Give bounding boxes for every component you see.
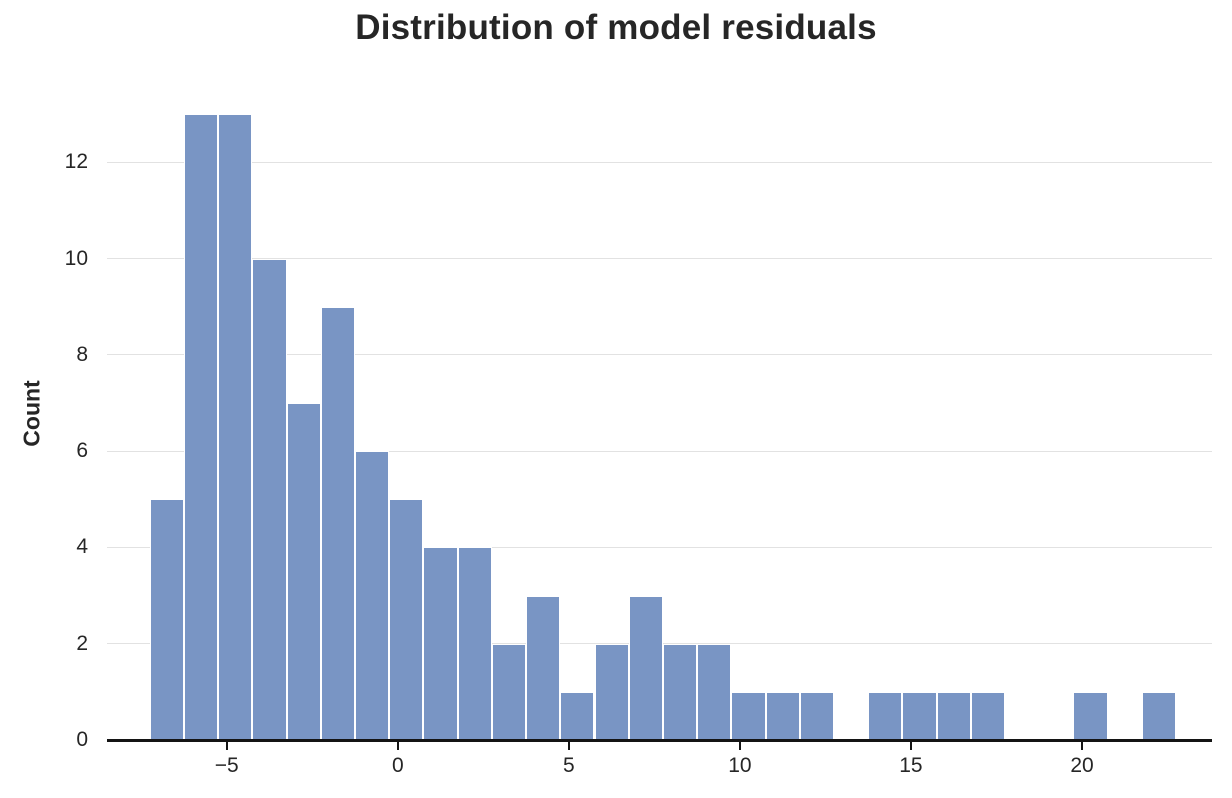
histogram-bar	[868, 691, 903, 740]
chart-title: Distribution of model residuals	[355, 8, 877, 47]
plot-area	[107, 90, 1212, 750]
histogram-bar	[628, 595, 663, 740]
y-tick-label: 2	[76, 631, 88, 655]
histogram-bar	[149, 499, 184, 740]
gridline	[107, 161, 1212, 163]
histogram-bar	[1073, 691, 1108, 740]
histogram-bar	[697, 643, 732, 740]
histogram-bar	[183, 114, 219, 740]
y-tick-label: 8	[76, 342, 88, 366]
histogram-bar	[936, 691, 971, 740]
histogram-bar	[218, 114, 253, 740]
x-tick-label: 20	[1070, 754, 1094, 777]
histogram-bar	[526, 595, 561, 740]
x-tick-label: 5	[562, 754, 575, 777]
x-tick-mark	[909, 742, 912, 750]
histogram-bar	[970, 691, 1006, 740]
x-tick-mark	[225, 742, 228, 750]
histogram-bar	[389, 499, 424, 740]
histogram-bar	[1141, 691, 1177, 740]
histogram-bar	[731, 691, 766, 740]
histogram-bar	[560, 691, 595, 740]
y-tick-label: 10	[64, 246, 88, 270]
y-tick-label: 0	[76, 728, 88, 751]
x-tick-label: 15	[899, 754, 923, 777]
x-tick-label: −5	[214, 754, 239, 777]
gridline	[107, 354, 1212, 356]
gridline	[107, 258, 1212, 260]
histogram-bar	[457, 547, 492, 740]
y-tick-label: 4	[76, 535, 88, 559]
y-tick-label: 12	[64, 150, 88, 174]
histogram-bar	[765, 691, 800, 740]
x-tick-mark	[396, 742, 399, 750]
x-tick-label: 10	[728, 754, 752, 777]
x-tick-label: 0	[391, 754, 404, 777]
histogram-bar	[320, 306, 356, 740]
y-tick-label: 6	[76, 439, 88, 463]
x-tick-mark	[738, 742, 741, 750]
x-tick-mark	[567, 742, 570, 750]
histogram-bar	[902, 691, 937, 740]
histogram-bar	[594, 643, 629, 740]
histogram-bar	[799, 691, 834, 740]
gridline	[107, 546, 1212, 548]
histogram-bar	[662, 643, 698, 740]
x-tick-mark	[1081, 742, 1083, 750]
histogram-bar	[252, 258, 287, 740]
gridline	[107, 450, 1212, 452]
histogram-bar	[286, 402, 321, 740]
x-axis-line	[107, 739, 1212, 742]
histogram-bar	[491, 643, 527, 740]
histogram-bar	[355, 451, 390, 740]
histogram-bar	[423, 547, 458, 740]
